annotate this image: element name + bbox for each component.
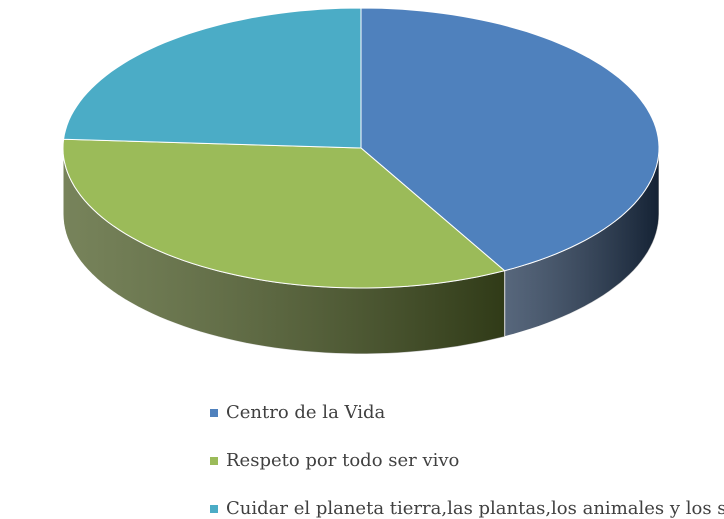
legend-swatch	[210, 457, 218, 465]
pie-slice	[63, 7, 362, 149]
pie-slice	[62, 138, 506, 289]
legend-label: Respeto por todo ser vivo	[226, 450, 459, 471]
legend-swatch	[210, 409, 218, 417]
pie-slice	[360, 7, 660, 272]
legend-label: Cuidar el planeta tierra,las plantas,los…	[226, 498, 724, 519]
legend-label: Centro de la Vida	[226, 402, 385, 423]
legend-swatch	[210, 505, 218, 513]
pie-side-shade	[63, 148, 505, 354]
